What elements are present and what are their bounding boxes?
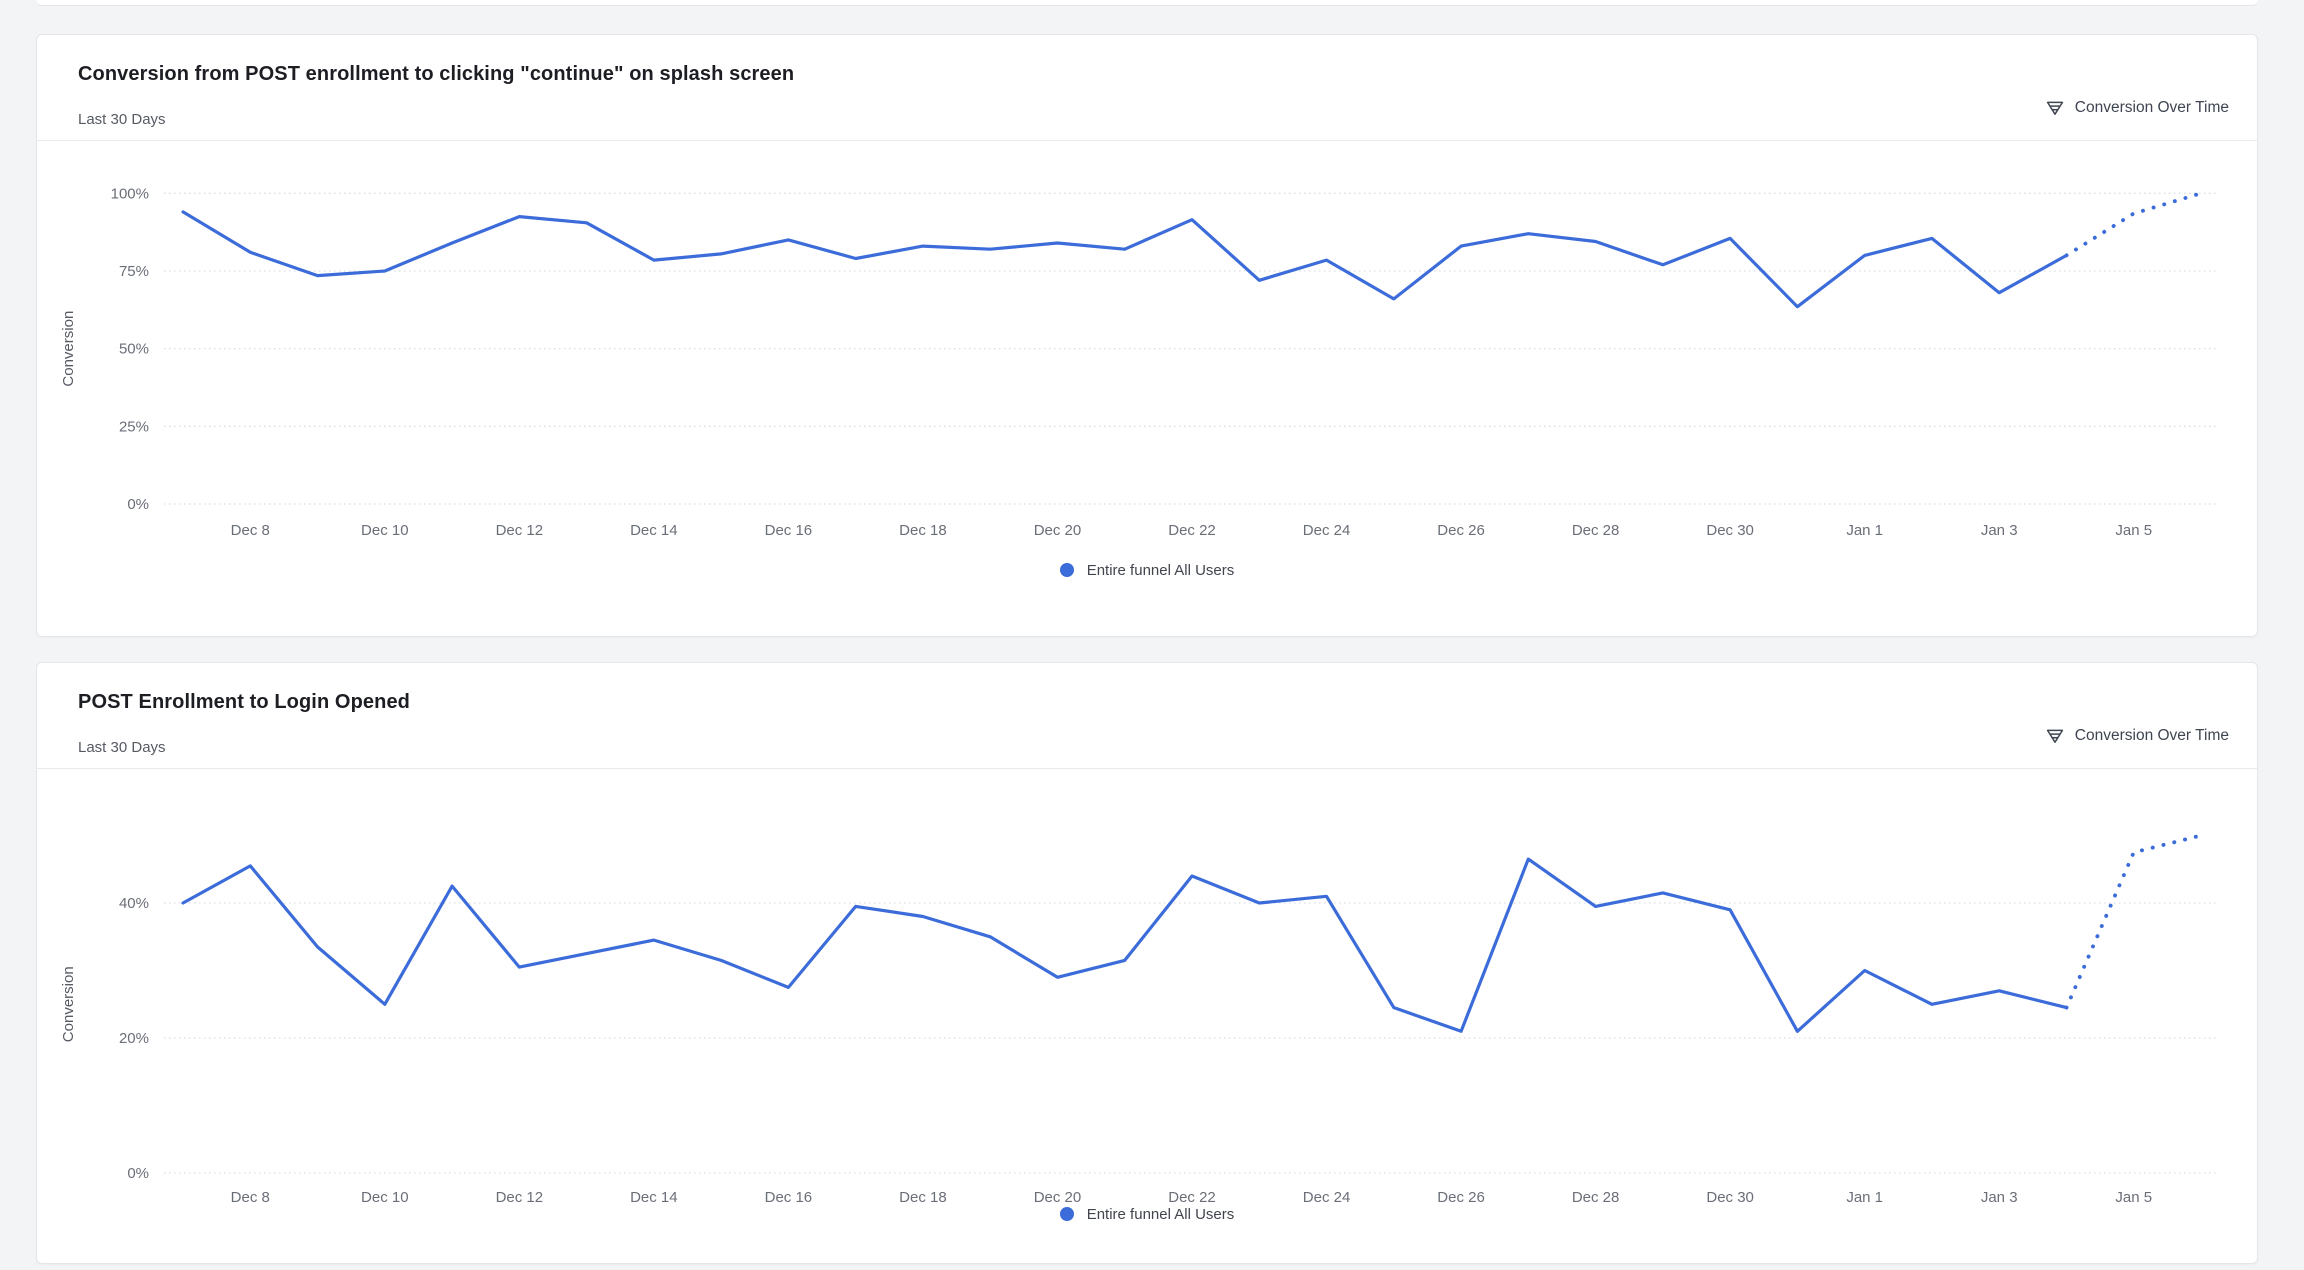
x-tick-label: Dec 18 (899, 1189, 947, 1206)
card-title: POST Enrollment to Login Opened (78, 691, 410, 713)
legend-series-dot (1059, 563, 1074, 577)
x-tick-label: Dec 20 (1034, 522, 1082, 539)
x-tick-label: Dec 10 (361, 522, 409, 539)
card-header: POST Enrollment to Login Opened Last 30 … (37, 663, 2257, 769)
legend-series-dot (1059, 1207, 1074, 1221)
y-axis-label: Conversion (60, 966, 77, 1042)
card-title: Conversion from POST enrollment to click… (78, 63, 795, 85)
chart-card-splash-conversion: Conversion from POST enrollment to click… (36, 34, 2258, 637)
y-tick-label: 20% (119, 1030, 149, 1047)
x-tick-label: Dec 24 (1303, 1189, 1351, 1206)
x-tick-label: Jan 3 (1981, 1189, 2018, 1206)
x-tick-label: Dec 8 (231, 522, 270, 539)
previous-card-bottom-edge (36, 0, 2258, 6)
y-tick-label: 0% (127, 1165, 149, 1182)
chart-card-login-conversion: POST Enrollment to Login Opened Last 30 … (36, 662, 2258, 1264)
x-tick-label: Dec 28 (1572, 522, 1620, 539)
chart-type-label-text: Conversion Over Time (2074, 727, 2229, 744)
x-tick-label: Dec 22 (1168, 1189, 1216, 1206)
x-tick-label: Jan 1 (1846, 1189, 1883, 1206)
x-tick-label: Dec 30 (1706, 1189, 1754, 1206)
x-tick-label: Dec 20 (1034, 1189, 1082, 1206)
chart-type-label-text: Conversion Over Time (2074, 99, 2229, 116)
legend-series-label: Entire funnel All Users (1086, 561, 1235, 579)
x-tick-label: Dec 18 (899, 522, 947, 539)
x-tick-label: Dec 22 (1168, 522, 1216, 539)
y-tick-label: 25% (119, 418, 149, 435)
funnel-icon (2045, 98, 2065, 118)
x-tick-label: Dec 14 (630, 522, 678, 539)
series-line-dotted (2064, 833, 2203, 1010)
x-tick-label: Dec 16 (765, 522, 813, 539)
x-tick-label: Dec 26 (1437, 522, 1485, 539)
x-tick-label: Dec 28 (1572, 1189, 1620, 1206)
x-tick-label: Jan 5 (2115, 522, 2152, 539)
x-tick-label: Dec 14 (630, 1189, 678, 1206)
series-line-solid (181, 210, 2069, 309)
y-tick-label: 75% (119, 263, 149, 280)
series-line-solid (181, 857, 2069, 1033)
card-subtitle: Last 30 Days (78, 111, 166, 128)
x-tick-label: Dec 30 (1706, 522, 1754, 539)
x-tick-label: Dec 26 (1437, 1189, 1485, 1206)
conversion-line-chart[interactable]: 0% 20% 40% Dec 8 Dec 10 Dec 12 Dec 14 Dec 16 Dec… (37, 769, 2257, 1219)
x-tick-label: Dec 24 (1303, 522, 1351, 539)
x-tick-label: Dec 12 (496, 1189, 544, 1206)
x-tick-label: Jan 1 (1846, 522, 1883, 539)
y-tick-label: 0% (127, 496, 149, 513)
chart-type-label: Conversion Over Time (2045, 726, 2229, 746)
y-tick-label: 40% (119, 895, 149, 912)
conversion-line-chart[interactable]: 0% 25% 50% 75% 100% Dec 8 Dec 10 Dec 12 Dec 14 De… (37, 141, 2257, 551)
card-header: Conversion from POST enrollment to click… (37, 35, 2257, 141)
series-line-dotted (2064, 191, 2203, 258)
x-tick-label: Dec 16 (765, 1189, 813, 1206)
legend[interactable]: Entire funnel All Users (37, 559, 2257, 581)
x-tick-label: Dec 12 (496, 522, 544, 539)
legend[interactable]: Entire funnel All Users (37, 1203, 2257, 1225)
funnel-icon (2045, 726, 2065, 746)
x-tick-label: Dec 8 (231, 1189, 270, 1206)
x-tick-label: Jan 5 (2115, 1189, 2152, 1206)
x-tick-label: Jan 3 (1981, 522, 2018, 539)
legend-series-label: Entire funnel All Users (1086, 1205, 1235, 1223)
y-tick-label: 50% (119, 341, 149, 358)
card-subtitle: Last 30 Days (78, 739, 166, 756)
x-tick-label: Dec 10 (361, 1189, 409, 1206)
chart-type-label: Conversion Over Time (2045, 98, 2229, 118)
y-tick-label: 100% (111, 185, 149, 202)
y-axis-label: Conversion (60, 311, 77, 387)
